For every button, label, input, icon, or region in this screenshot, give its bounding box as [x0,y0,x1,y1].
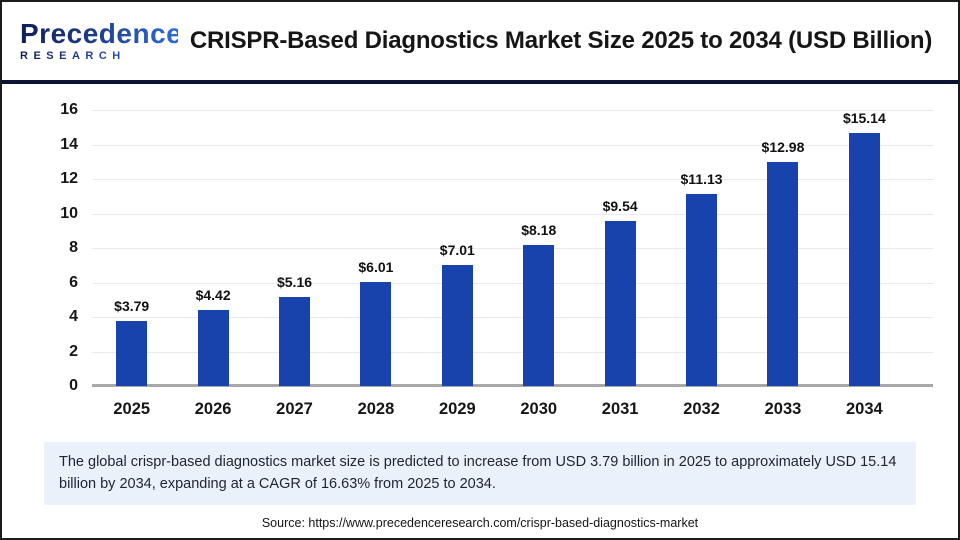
y-tick-label: 0 [69,377,78,394]
gridline [92,179,933,180]
bar-column: $4.42 [172,110,253,386]
gridline [92,282,933,284]
x-tick-label: 2030 [520,400,558,418]
bars-container: $3.79 $4.42 $5.16 $6.01 $7.01 $8.18 $9.54 $11.1… [91,110,905,386]
source-line: Source: https://www.precedenceresearch.c… [261,515,699,530]
x-axis: 2025 2026 2027 2028 2029 2030 2031 2032 2033 2034 [91,400,905,419]
x-tick-label: 2025 [113,400,151,418]
logo-subtitle: RESEARCH [20,51,178,62]
bar [523,244,555,386]
y-tick-label: 16 [60,101,78,118]
bar [116,320,148,386]
bar-column: $5.16 [254,110,335,386]
bar [604,221,636,386]
bar-value-label: $5.16 [276,274,313,290]
bar-value-label: $12.98 [761,139,805,156]
y-tick-label: 14 [60,135,78,153]
y-tick-label: 6 [69,273,78,291]
bar-chart: 0 2 4 6 8 10 12 14 16 $3.79 $4.42 $5.16 $6.01 $7.01 $… [2,84,958,436]
gridline [92,110,933,111]
bar-value-label: $6.01 [358,259,394,276]
bar-column: $3.79 [91,110,172,386]
bar [197,309,229,386]
gridline [92,213,933,215]
x-axis-baseline [92,384,933,387]
y-tick-label: 10 [60,204,78,222]
bar [686,194,718,386]
gridline [92,317,933,318]
bar-value-label: $4.42 [195,286,231,303]
gridline [92,248,933,249]
gridline [92,144,933,146]
x-tick-label: 2026 [194,400,232,418]
bar-column: $6.01 [335,110,416,386]
y-tick-label: 4 [69,308,78,325]
bar-column: $12.98 [742,110,823,386]
bar-column: $8.18 [498,110,579,386]
bar-column: $15.14 [824,110,905,386]
y-tick-label: 8 [69,239,78,256]
x-tick-label: 2027 [276,400,313,418]
bar-value-label: $8.18 [521,221,557,238]
bar-value-label: $7.01 [439,242,475,259]
bar [441,265,473,386]
chart-title: CRISPR-Based Diagnostics Market Size 202… [189,27,933,54]
x-tick-label: 2029 [438,400,476,418]
header: Precedence RESEARCH CRISPR-Based Diagnos… [2,2,958,84]
y-tick-label: 2 [69,342,78,360]
bar [848,133,880,386]
gridline [92,351,933,353]
x-tick-label: 2033 [764,400,802,418]
x-tick-label: 2032 [683,400,720,418]
bar-column: $11.13 [661,110,742,386]
y-tick-label: 12 [60,170,78,187]
bar [360,282,392,386]
x-tick-label: 2034 [846,400,883,418]
plot-area [92,110,933,387]
bar-value-label: $15.14 [842,110,886,126]
x-tick-label: 2031 [601,400,639,418]
bar [279,297,311,386]
bar-value-label: $3.79 [114,297,150,314]
bar-value-label: $9.54 [602,198,638,215]
logo-wordmark: Precedence [20,18,183,49]
summary-callout: The global crispr-based diagnostics mark… [44,442,916,505]
bar-column: $9.54 [579,110,660,386]
x-tick-label: 2028 [357,400,395,418]
bar-value-label: $11.13 [680,171,723,188]
precedence-research-logo: Precedence RESEARCH [20,18,183,62]
bar [767,162,799,386]
bar-column: $7.01 [417,110,498,386]
